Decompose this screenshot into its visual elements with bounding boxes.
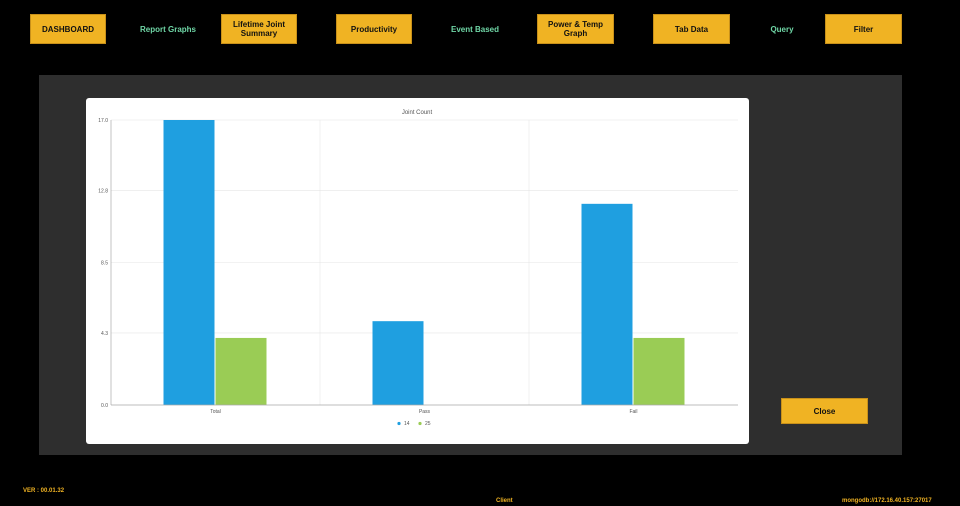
client-label: Client	[496, 498, 513, 504]
legend-swatch-14	[397, 421, 401, 426]
connection-label: mongodb://172.16.40.157:27017	[842, 498, 932, 504]
productivity-button[interactable]: Productivity	[336, 14, 412, 44]
bar-total-series-25[interactable]	[215, 337, 267, 405]
bar-fail-series-25[interactable]	[633, 337, 685, 405]
legend-label-14[interactable]: 14	[404, 421, 410, 427]
event-based-link[interactable]: Event Based	[450, 24, 500, 34]
x-tick-label: Pass	[419, 409, 431, 415]
tab-data-button[interactable]: Tab Data	[653, 14, 730, 44]
legend-swatch-25	[418, 421, 422, 426]
y-tick-label: 4.3	[101, 331, 108, 337]
chart-card: Joint Count 0.0 4.3 8.5 12.8 17.0 Total Pass Fa…	[86, 98, 749, 444]
filter-button[interactable]: Filter	[825, 14, 902, 44]
y-tick-label: 0.0	[101, 403, 108, 409]
joint-count-chart: Joint Count 0.0 4.3 8.5 12.8 17.0 Total Pass Fa…	[98, 110, 738, 427]
y-tick-label: 12.8	[98, 188, 108, 194]
lifetime-joint-summary-button[interactable]: Lifetime Joint Summary	[221, 14, 297, 44]
power-temp-graph-button[interactable]: Power & Temp Graph	[537, 14, 614, 44]
report-graphs-link[interactable]: Report Graphs	[139, 24, 196, 34]
dashboard-button[interactable]: DASHBOARD	[30, 14, 106, 44]
y-tick-label: 8.5	[101, 261, 108, 267]
version-label: VER : 00.01.32	[23, 488, 65, 494]
query-link[interactable]: Query	[770, 24, 794, 34]
close-button[interactable]: Close	[781, 398, 868, 424]
y-tick-label: 17.0	[98, 118, 108, 124]
bar-fail-series-14[interactable]	[581, 203, 633, 405]
bar-pass-series-14[interactable]	[372, 321, 424, 405]
chart-title: Joint Count	[402, 110, 433, 116]
bar-total-series-14[interactable]	[163, 120, 215, 405]
x-tick-label: Total	[210, 409, 221, 415]
x-tick-label: Fail	[629, 409, 637, 415]
legend-label-25[interactable]: 25	[425, 421, 431, 427]
